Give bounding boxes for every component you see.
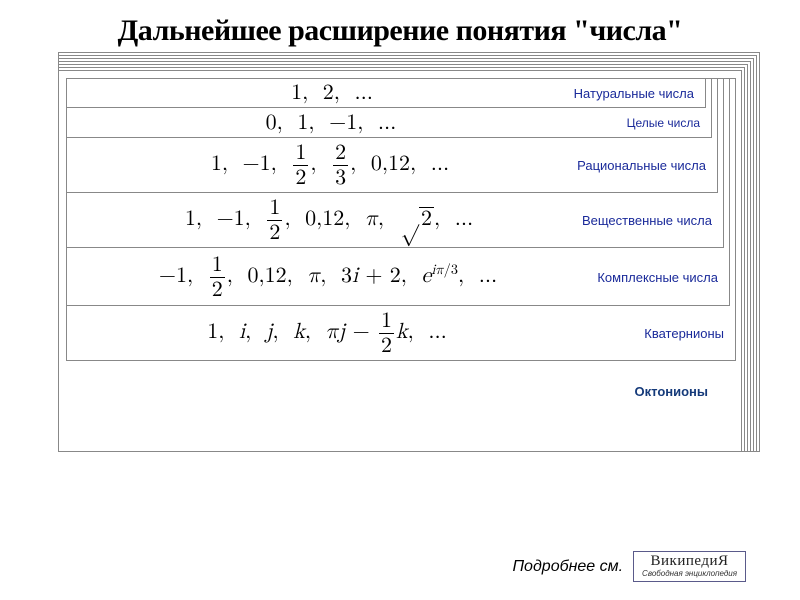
set-expression: −1, 12, 0,12, π, 3i + 2, eiπ/3, … — [80, 254, 560, 301]
number-set-row: 1, 2, …Натуральные числа — [66, 78, 706, 108]
number-set-row: 1, −1, 12, 0,12, π, 2, …Вещественные чис… — [66, 193, 724, 248]
set-label[interactable]: Вещественные числа — [554, 213, 724, 228]
set-label[interactable]: Целые числа — [542, 116, 712, 130]
octonions-row: Октонионы — [66, 369, 736, 413]
number-set-row: 1, i, j, k, πj − 12k, …Кватернионы — [66, 306, 736, 361]
set-expression: 1, 2, … — [80, 80, 536, 106]
wikipedia-tagline: Свободная энциклопедия — [642, 570, 737, 578]
octonions-label[interactable]: Октонионы — [635, 384, 737, 399]
wikipedia-wordmark: ВикипедиЯ — [642, 554, 737, 569]
set-expression: 0, 1, −1, … — [80, 110, 542, 136]
set-label[interactable]: Натуральные числа — [536, 86, 706, 101]
set-expression: 1, −1, 12, 0,12, π, 2, … — [80, 197, 554, 244]
number-set-row: −1, 12, 0,12, π, 3i + 2, eiπ/3, …Комплек… — [66, 248, 730, 306]
set-label[interactable]: Комплексные числа — [560, 270, 730, 285]
set-label[interactable]: Кватернионы — [566, 326, 736, 341]
see-more-text: Подробнее см. — [512, 558, 623, 576]
set-label[interactable]: Рациональные числа — [548, 158, 718, 173]
number-sets-diagram: 1, 2, …Натуральные числа0, 1, −1, …Целые… — [58, 70, 742, 452]
set-expression: 1, i, j, k, πj − 12k, … — [80, 310, 566, 357]
page-title: Дальнейшее расширение понятия "числа" — [0, 0, 800, 56]
set-expression: 1, −1, 12, 23, 0,12, … — [80, 142, 548, 189]
footer: Подробнее см. ВикипедиЯ Свободная энцикл… — [512, 551, 746, 582]
wikipedia-logo[interactable]: ВикипедиЯ Свободная энциклопедия — [633, 551, 746, 582]
number-set-row: 1, −1, 12, 23, 0,12, …Рациональные числа — [66, 138, 718, 193]
number-set-row: 0, 1, −1, …Целые числа — [66, 108, 712, 138]
